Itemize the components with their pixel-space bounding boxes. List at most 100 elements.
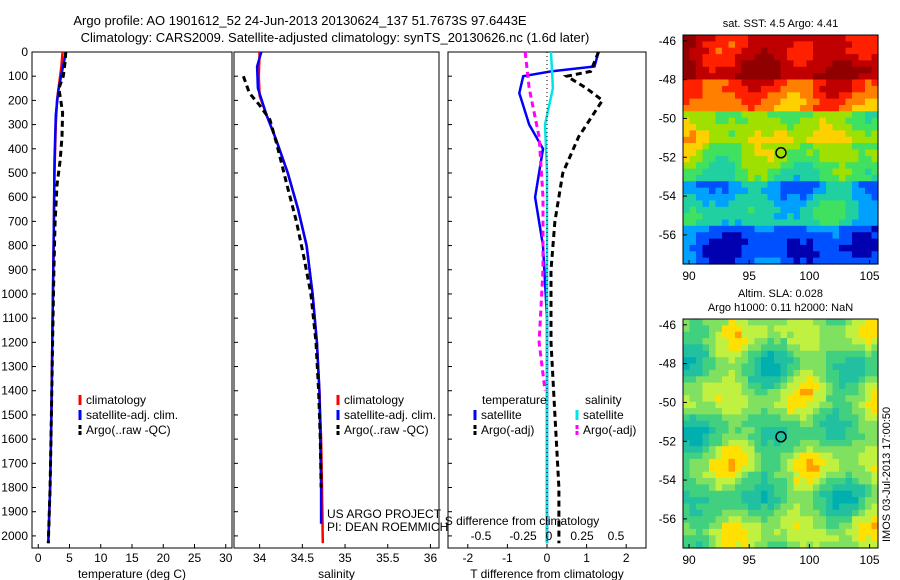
map-cell (754, 79, 762, 87)
map-cell (832, 395, 840, 403)
map-cell (832, 338, 840, 346)
map-cell (845, 174, 853, 182)
map-cell (728, 219, 736, 227)
map-cell (845, 465, 853, 473)
map-cell (865, 350, 873, 358)
map-cell (754, 522, 762, 530)
map-cell (728, 244, 736, 252)
map-cell (826, 73, 834, 81)
map-cell (748, 79, 756, 87)
map-cell (819, 465, 827, 473)
x-tick-label: 5 (66, 551, 73, 565)
map-cell (767, 350, 775, 358)
map-cell (696, 54, 704, 62)
map-cell (767, 244, 775, 252)
map-cell (715, 130, 723, 138)
map-cell (767, 105, 775, 112)
map-cell (819, 522, 827, 530)
map-cell (709, 420, 717, 428)
map-cell (852, 363, 860, 371)
map-cell (780, 490, 788, 498)
map-cell (787, 168, 795, 176)
map-cell (852, 433, 860, 441)
map-cell (767, 401, 775, 409)
map-cell (741, 105, 749, 112)
map-cell (722, 124, 730, 132)
map-cell (839, 238, 847, 246)
map-cell (702, 54, 710, 62)
map-cell (715, 535, 723, 543)
map-cell (748, 516, 756, 524)
map-cell (702, 136, 710, 144)
map-cell (767, 325, 775, 333)
map-cell (806, 200, 814, 208)
map-cell (819, 155, 827, 163)
map-cell (754, 124, 762, 132)
map-cell (728, 382, 736, 390)
map-cell (839, 219, 847, 227)
map-cell (735, 232, 743, 240)
map-cell (826, 325, 834, 333)
map-cell (722, 458, 730, 466)
map-cell (748, 503, 756, 511)
map-cell (754, 465, 762, 473)
map-cell (806, 213, 814, 221)
y-tick-label: 300 (8, 118, 28, 132)
map-cell (871, 136, 879, 144)
map-cell (826, 319, 834, 326)
map-cell (858, 331, 866, 339)
map-cell (819, 66, 827, 74)
map-cell (800, 389, 808, 396)
map-cell (839, 408, 847, 416)
map-cell (735, 389, 743, 396)
map-cell (793, 376, 801, 384)
map-cell (767, 187, 775, 195)
map-cell (819, 369, 827, 377)
map-cell (741, 490, 749, 498)
map-cell (728, 98, 736, 106)
map-cell (813, 143, 821, 151)
map-cell (826, 206, 834, 214)
y-tick-label: 1000 (1, 287, 28, 301)
map-cell (819, 85, 827, 93)
map-cell (839, 427, 847, 435)
map-cell (858, 420, 866, 428)
map-cell (865, 478, 873, 485)
map-cell (735, 509, 743, 517)
map-cell (683, 363, 691, 371)
map-cell (832, 389, 840, 396)
map-cell (722, 478, 730, 485)
map-cell (696, 206, 704, 214)
map-cell (715, 338, 723, 346)
map-cell (858, 503, 866, 511)
map-cell (793, 47, 801, 55)
map-cell (852, 465, 860, 473)
map-cell (683, 136, 691, 144)
s-tick-label: -0.5 (471, 529, 492, 543)
map-cell (735, 206, 743, 214)
map-cell (858, 54, 866, 62)
map-cell (696, 369, 704, 377)
map-cell (689, 503, 697, 511)
map-cell (865, 344, 873, 352)
map-cell (735, 516, 743, 524)
map-cell (767, 251, 775, 259)
map-cell (683, 257, 691, 265)
map-cell (813, 503, 821, 511)
map-cell (754, 439, 762, 447)
map-cell (780, 319, 788, 326)
map-cell (845, 357, 853, 365)
map-cell (780, 244, 788, 252)
map-cell (852, 490, 860, 498)
map-cell (780, 117, 788, 125)
map-cell (865, 79, 873, 87)
map-cell (858, 452, 866, 460)
map-cell (689, 162, 697, 170)
map-cell (754, 206, 762, 214)
map-cell (683, 105, 691, 112)
map-cell (806, 35, 814, 42)
map-cell (871, 458, 879, 466)
map-cell (696, 484, 704, 492)
y-tick-label: -54 (659, 473, 677, 487)
map-cell (696, 232, 704, 240)
